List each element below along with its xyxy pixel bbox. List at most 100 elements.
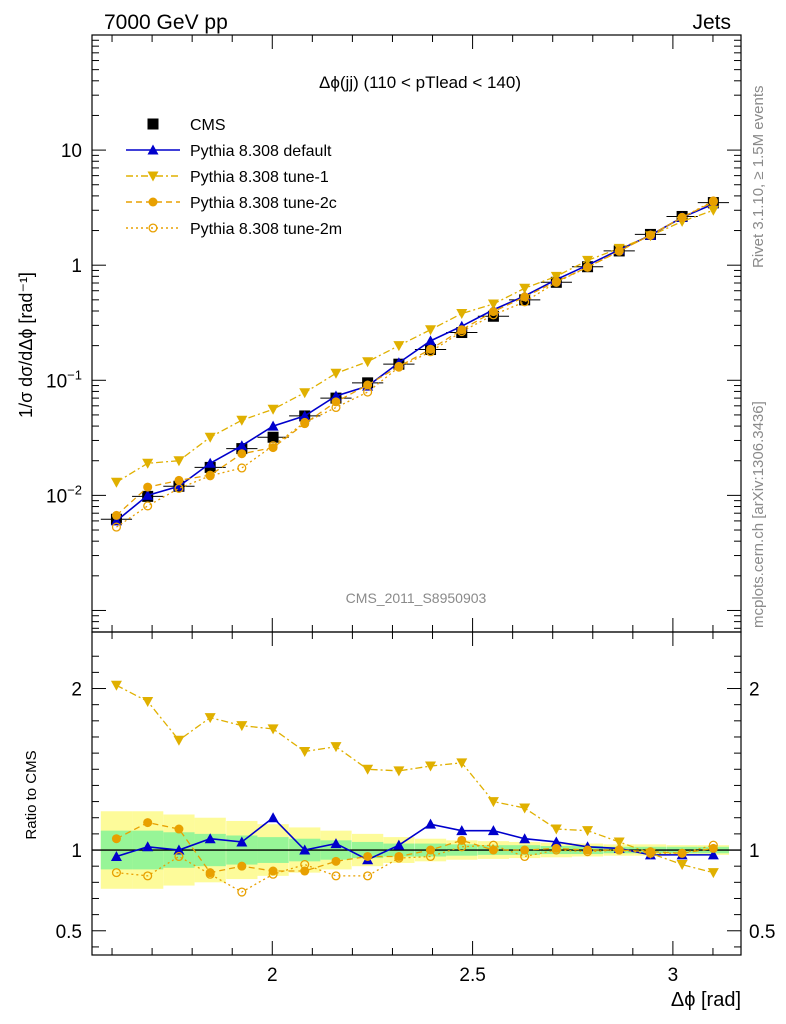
pythia-8-308-tune-2m-point bbox=[583, 262, 593, 272]
cms-point bbox=[267, 431, 279, 443]
pythia-8-308-tune-2m-point bbox=[268, 441, 278, 451]
pythia-8-308-tune-1-line bbox=[116, 209, 714, 483]
pythia-8-308-tune-1-point bbox=[236, 415, 248, 426]
ratio-pythia-8-308-tune-2m-point bbox=[520, 851, 530, 862]
ratio-pythia-8-308-tune-1-point bbox=[330, 742, 342, 753]
pythia-8-308-tune-1-point bbox=[299, 388, 311, 399]
ratio-plot-frame bbox=[91, 631, 742, 956]
ratio-pythia-8-308-tune-1-line bbox=[116, 684, 714, 874]
pythia-8-308-tune-1-point bbox=[393, 341, 405, 352]
ratio-pythia-8-308-tune-2m-line bbox=[116, 844, 714, 893]
pythia-8-308-default-point bbox=[425, 335, 437, 346]
legend-cms-marker bbox=[147, 118, 159, 130]
ratio-pythia-8-308-tune-1-point bbox=[299, 747, 311, 758]
ratio-pythia-8-308-default-point bbox=[110, 850, 122, 861]
pythia-8-308-tune-2m-point bbox=[174, 483, 184, 493]
pythia-8-308-tune-2c-point bbox=[268, 443, 278, 453]
ratio-pythia-8-308-default-point bbox=[393, 839, 405, 850]
ratio-pythia-8-308-tune-1-point bbox=[582, 826, 594, 837]
ratio-pythia-8-308-tune-2m-point bbox=[677, 848, 687, 858]
x-axis-label: Δϕ [rad] bbox=[671, 989, 741, 1011]
ratio-pythia-8-308-default-point bbox=[707, 849, 719, 860]
legend-pythia-8-308-tune-2m-marker bbox=[148, 223, 158, 233]
ratio-y-axis-label: Ratio to CMS bbox=[23, 750, 40, 839]
pythia-8-308-tune-1-point bbox=[456, 309, 468, 320]
ratio-pythia-8-308-tune-2c-point bbox=[237, 861, 247, 871]
pythia-8-308-tune-2m-point bbox=[645, 230, 656, 240]
plot-title: Δϕ(jj) (110 < pTlead < 140) bbox=[319, 73, 521, 92]
ratio-pythia-8-308-tune-2m-point bbox=[645, 848, 656, 858]
ratio-y-tick-label: 2 bbox=[71, 680, 82, 701]
pythia-8-308-tune-2m-point bbox=[143, 501, 153, 511]
ratio-pythia-8-308-tune-1-point bbox=[110, 680, 122, 691]
legend-pythia-8-308-default-marker bbox=[147, 144, 159, 155]
pythia-8-308-tune-2m-point bbox=[708, 196, 718, 206]
ratio-pythia-8-308-tune-1-point bbox=[487, 797, 499, 808]
pythia-8-308-tune-2m-point bbox=[520, 297, 530, 307]
pythia-8-308-default-point bbox=[330, 390, 342, 401]
ratio-pythia-8-308-default-point bbox=[519, 833, 531, 844]
ratio-pythia-8-308-tune-2c-point bbox=[143, 818, 153, 828]
pythia-8-308-tune-2m-point bbox=[614, 246, 624, 256]
ratio-pythia-8-308-tune-2m-point bbox=[363, 871, 373, 881]
ratio-pythia-8-308-tune-1-point bbox=[267, 724, 279, 735]
ratio-pythia-8-308-default-point bbox=[550, 836, 562, 847]
pythia-8-308-tune-1-point bbox=[425, 325, 437, 336]
pythia-8-308-tune-2m-line bbox=[116, 200, 714, 528]
pythia-8-308-tune-1-point bbox=[707, 205, 719, 216]
header-energy-label: 7000 GeV pp bbox=[104, 11, 228, 34]
ratio-pythia-8-308-tune-2m-point bbox=[457, 842, 467, 852]
ratio-pythia-8-308-default-point bbox=[487, 825, 499, 836]
ratio-pythia-8-308-tune-2c-point bbox=[457, 835, 467, 845]
pythia-8-308-tune-2c-point bbox=[363, 380, 373, 390]
ratio-pythia-8-308-tune-2m-point bbox=[300, 860, 310, 870]
ratio-pythia-8-308-tune-1-point bbox=[236, 721, 248, 732]
ratio-pythia-8-308-tune-2m-point bbox=[425, 851, 436, 862]
main-y-axis-label: 1/σ dσ/dΔϕ [rad⁻¹] bbox=[16, 272, 36, 418]
ratio-pythia-8-308-tune-2c-point bbox=[520, 845, 530, 855]
ratio-pythia-8-308-default-point bbox=[142, 841, 154, 852]
pythia-8-308-tune-2m-point bbox=[457, 327, 467, 337]
ratio-pythia-8-308-tune-2m-point bbox=[488, 840, 498, 850]
legend-pythia-8-308-tune-1-label: Pythia 8.308 tune-1 bbox=[190, 169, 329, 186]
ratio-pythia-8-308-tune-2m-point bbox=[583, 847, 593, 857]
pythia-8-308-tune-2c-point bbox=[237, 449, 247, 459]
analysis-watermark: CMS_2011_S8950903 bbox=[346, 590, 487, 606]
pythia-8-308-tune-2c-point bbox=[457, 325, 467, 335]
ratio-pythia-8-308-tune-2c-point bbox=[268, 866, 278, 876]
pythia-8-308-tune-2m-point bbox=[551, 277, 561, 287]
pythia-8-308-tune-1-point bbox=[582, 255, 594, 266]
pythia-8-308-tune-1-point bbox=[519, 283, 531, 294]
pythia-8-308-default-line bbox=[115, 203, 714, 522]
pythia-8-308-tune-2c-point bbox=[677, 212, 687, 222]
pythia-8-308-tune-1-point bbox=[173, 456, 185, 467]
ratio-pythia-8-308-tune-1-point bbox=[550, 824, 562, 835]
pythia-8-308-tune-2m-point bbox=[300, 417, 310, 428]
ratio-pythia-8-308-default-line bbox=[116, 816, 714, 861]
pythia-8-308-tune-1-point bbox=[330, 368, 342, 379]
ratio-pythia-8-308-tune-2m-point bbox=[174, 851, 184, 862]
ratio-pythia-8-308-tune-2m-point bbox=[111, 868, 121, 878]
legend-pythia-8-308-tune-2c-label: Pythia 8.308 tune-2c bbox=[190, 195, 337, 212]
ratio-pythia-8-308-tune-1-point bbox=[142, 696, 154, 707]
ratio-pythia-8-308-tune-1-point bbox=[362, 764, 374, 775]
legend-cms-label: CMS bbox=[190, 117, 226, 134]
ratio-pythia-8-308-tune-2m-point bbox=[331, 871, 341, 881]
pythia-8-308-default-point bbox=[110, 515, 122, 526]
ratio-pythia-8-308-default-point bbox=[456, 825, 468, 836]
ratio-pythia-8-308-tune-1-point bbox=[204, 713, 216, 724]
x-tick-label: 2 bbox=[267, 965, 278, 986]
pythia-8-308-tune-1-point bbox=[362, 357, 374, 368]
pythia-8-308-tune-1-point bbox=[204, 432, 216, 443]
pythia-8-308-tune-1-point bbox=[267, 404, 279, 415]
ratio-pythia-8-308-default-point bbox=[236, 836, 248, 847]
pythia-8-308-tune-2m-point bbox=[111, 522, 121, 532]
legend: CMS Pythia 8.308 default Pythia 8.308 tune… bbox=[126, 117, 342, 238]
ratio-pythia-8-308-tune-2c-point bbox=[331, 856, 341, 866]
ratio-pythia-8-308-default-point bbox=[204, 833, 216, 844]
ratio-pythia-8-308-tune-1-point bbox=[676, 860, 688, 871]
ratio-pythia-8-308-tune-2m-point bbox=[268, 869, 278, 879]
pythia-8-308-tune-2m-point bbox=[394, 362, 404, 372]
pythia-8-308-tune-2m-point bbox=[237, 463, 247, 473]
